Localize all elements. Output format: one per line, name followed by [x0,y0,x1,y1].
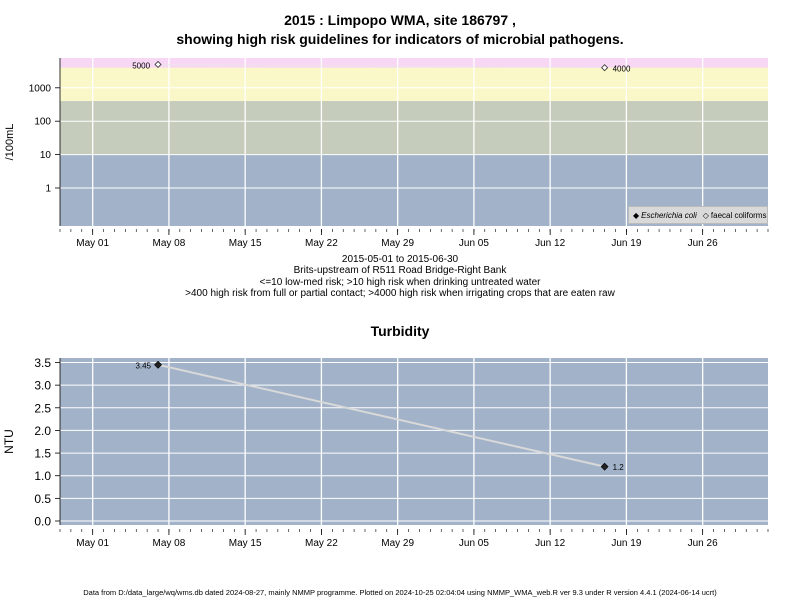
y-tick-label: 3.5 [34,356,51,370]
x-tick-label: Jun 26 [688,538,718,549]
legend-faecal-label: faecal coliforms [710,210,767,220]
x-tick-label: May 29 [381,238,414,249]
x-tick-label: May 22 [305,538,338,549]
legend-entry-faecal: ◇ faecal coliforms [703,211,767,220]
x-tick-label: Jun 26 [688,238,718,249]
x-tick-label: May 01 [76,538,109,549]
y-axis-label: /100mL [4,124,16,161]
chart-title-line2: showing high risk guidelines for indicat… [176,31,624,47]
legend-ecoli-label: Escherichia coli [641,210,697,220]
y-tick-label: 2.5 [34,401,51,415]
y-tick-label: 3.0 [34,379,51,393]
y-tick-label: 0.5 [34,492,51,506]
x-tick-label: May 08 [153,238,186,249]
x-tick-label: May 15 [229,538,262,549]
data-point [154,60,162,69]
legend-ecoli-marker: ◆ [633,210,640,220]
y-tick-label: 1 [45,184,51,195]
legend-faecal-marker: ◇ [702,210,709,220]
turbidity-title: Turbidity [370,323,430,339]
x-tick-label: May 22 [305,238,338,249]
y-tick-label: 1000 [29,83,52,94]
risk-band-high [60,67,768,102]
data-label: 1.2 [613,463,625,472]
x-tick-label: May 01 [76,238,109,249]
x-tick-label: Jun 05 [459,538,489,549]
x-tick-label: May 08 [153,538,186,549]
data-point [601,64,609,72]
x-tick-label: Jun 19 [611,538,641,549]
legend-entry-ecoli: ◆ Escherichia coli [633,211,697,220]
x-tick-label: May 29 [381,538,414,549]
x-tick-label: Jun 05 [459,238,489,249]
x-tick-label: Jun 19 [611,238,641,249]
data-point [600,462,609,471]
site-name-note: Brits-upstream of R511 Road Bridge-Right… [293,265,507,276]
x-tick-label: Jun 12 [535,238,565,249]
x-tick-label: Jun 12 [535,538,565,549]
footer-note: Data from D:/data_large/wq/wms.db dated … [83,588,717,597]
data-label: 3.45 [135,361,151,370]
series-line [157,363,605,468]
risk-note-1: <=10 low-med risk; >10 high risk when dr… [259,277,541,288]
date-range-note: 2015-05-01 to 2015-06-30 [341,254,459,265]
data-label: 5000 [132,61,150,70]
chart-title-line1: 2015 : Limpopo WMA, site 186797 , [284,12,516,28]
y-tick-label: 0.0 [34,515,51,529]
turbidity-panel [60,358,768,525]
risk-note-2: >400 high risk from full or partial cont… [185,288,615,299]
legend: ◆ Escherichia coli ◇ faecal coliforms [628,206,768,224]
y-tick-label: 100 [34,117,51,128]
y-tick-label: 2.0 [34,424,51,438]
data-label: 4000 [613,65,631,74]
y-tick-label: 1.0 [34,469,51,483]
data-point [154,360,162,369]
risk-band-medium [60,101,768,155]
y-axis-label: NTU [2,429,16,454]
x-tick-label: May 15 [229,238,262,249]
y-tick-label: 10 [40,150,52,161]
series-line [158,64,605,68]
y-tick-label: 1.5 [34,447,51,461]
